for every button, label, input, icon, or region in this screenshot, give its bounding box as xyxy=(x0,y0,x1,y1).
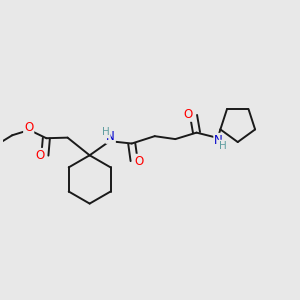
Text: N: N xyxy=(106,130,115,143)
Text: N: N xyxy=(214,134,223,147)
Text: H: H xyxy=(102,127,110,137)
Text: O: O xyxy=(24,121,33,134)
Text: O: O xyxy=(184,108,193,121)
Text: H: H xyxy=(219,141,226,151)
Text: O: O xyxy=(35,149,44,162)
Text: O: O xyxy=(135,155,144,168)
